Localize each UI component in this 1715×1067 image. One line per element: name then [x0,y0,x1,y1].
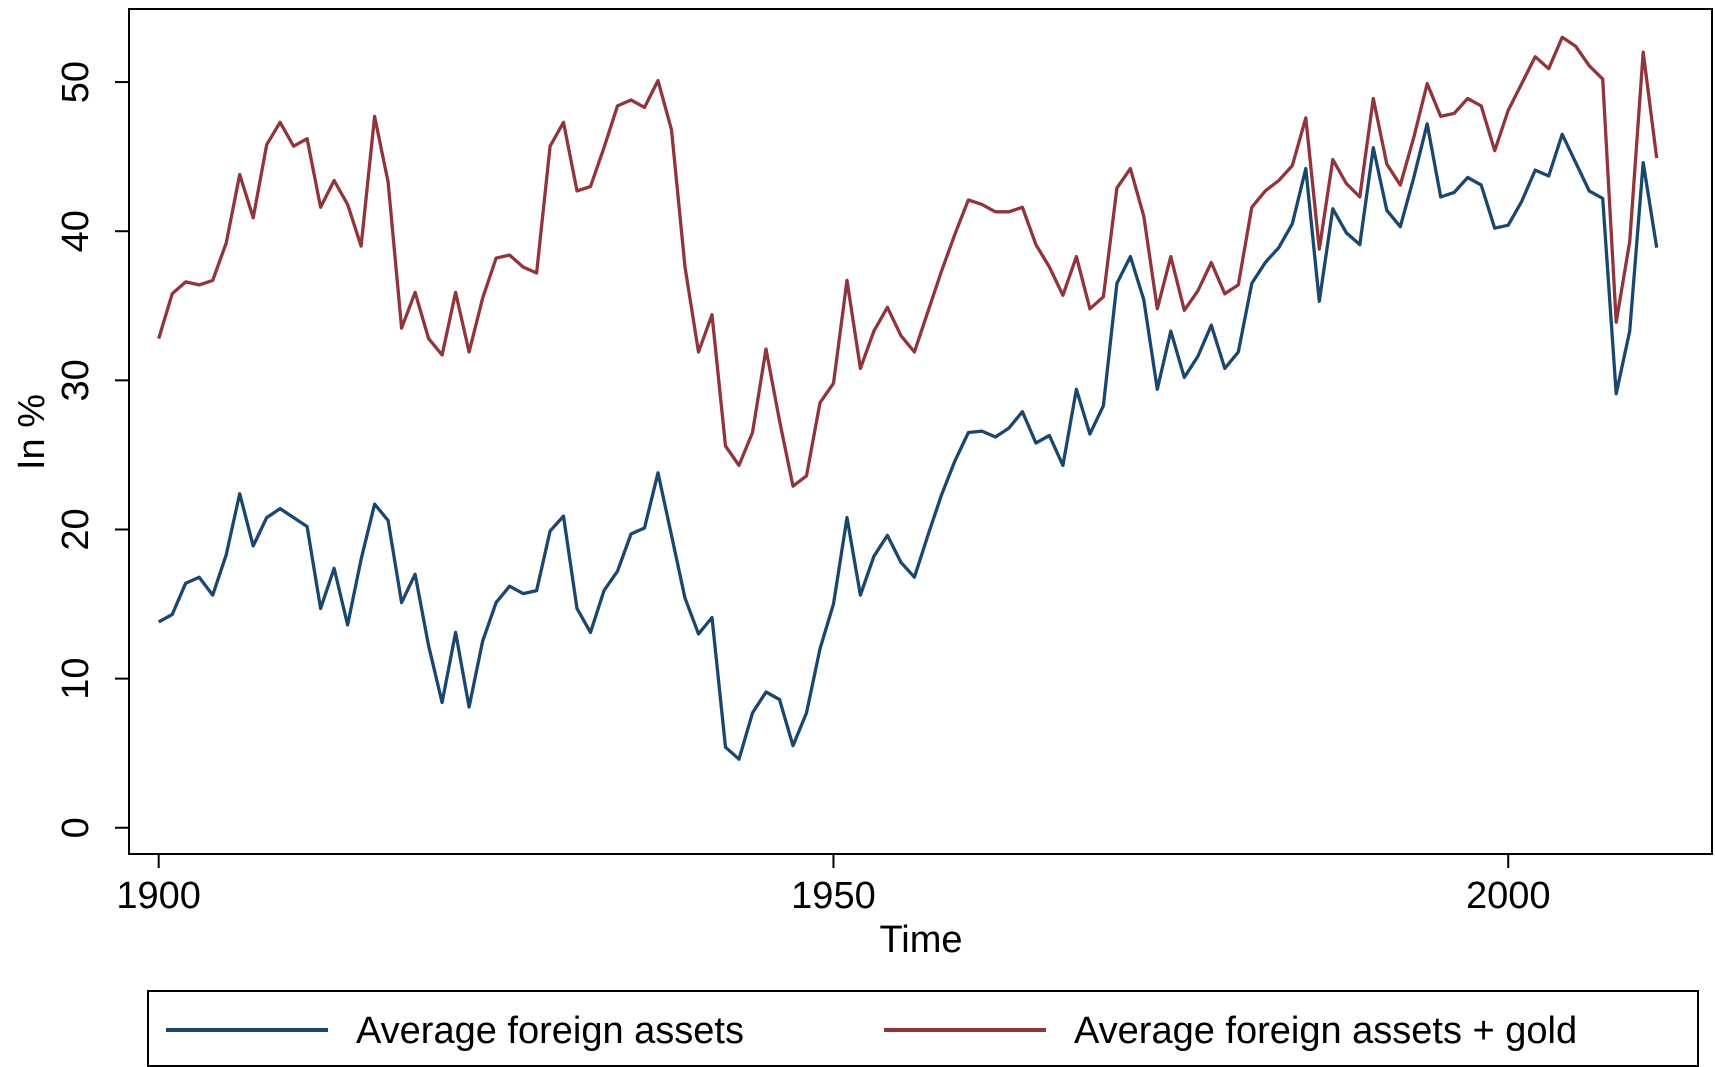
y-tick-label: 10 [55,657,97,699]
y-tick-label: 50 [55,61,97,103]
y-tick-label: 30 [55,359,97,401]
x-axis-label: Time [879,919,962,961]
series-line [157,122,1659,761]
legend-label: Average foreign assets [356,1010,744,1052]
y-axis-label: In % [11,394,53,470]
y-tick-label: 20 [55,508,97,550]
legend-box [147,990,1699,1067]
y-tick-label: 0 [55,817,97,838]
plot-frame [128,8,1713,855]
x-tick-label: 2000 [1466,875,1551,917]
series-line [157,35,1659,488]
x-tick-label: 1900 [116,875,201,917]
x-tick-label: 1950 [791,875,876,917]
y-tick-label: 40 [55,210,97,252]
legend-label: Average foreign assets + gold [1074,1010,1577,1052]
